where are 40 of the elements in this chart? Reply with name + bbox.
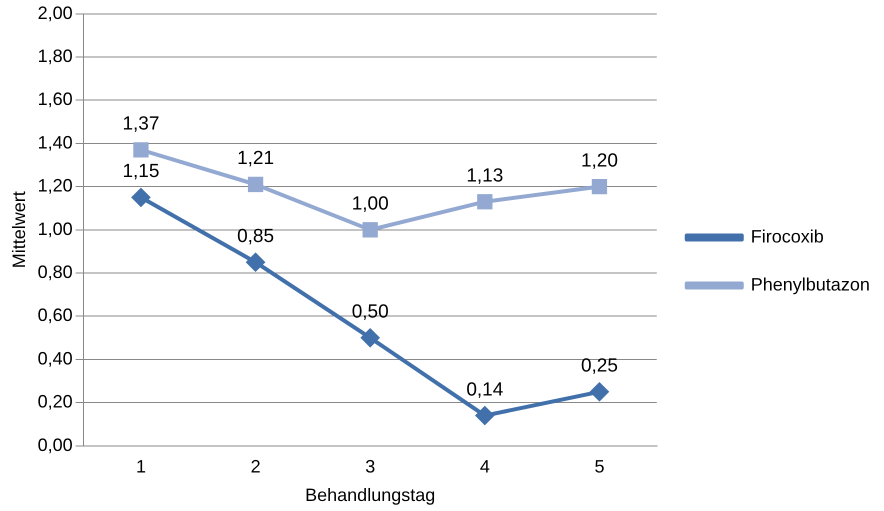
x-tick-label: 1 [136,456,146,477]
y-tick-label: 0,40 [38,348,73,368]
point [246,253,265,272]
y-axis-title: Mittelwert [8,191,29,268]
data-label: 0,85 [237,226,274,247]
point [362,222,378,238]
data-label: 0,25 [580,356,618,377]
x-tick-label: 4 [480,456,490,477]
data-label: 1,15 [122,161,160,182]
data-label: 1,00 [352,194,389,215]
legend-label: Phenylbutazon [750,274,870,294]
x-axis-title: Behandlungstag [305,485,436,506]
point [476,406,494,425]
data-label: 1,21 [237,148,274,170]
y-tick-label: 1,20 [38,176,73,196]
y-tick-label: 1,80 [38,46,73,66]
x-tick-label: 5 [594,456,604,477]
y-tick-label: 0,00 [38,434,73,455]
y-tick-label: 1,40 [38,132,73,152]
y-tick-label: 1,00 [38,218,73,239]
y-tick-label: 1,60 [38,89,73,110]
point [133,142,149,158]
point [592,178,608,194]
y-tick-label: 2,00 [38,2,73,23]
data-label: 1,20 [580,150,618,172]
y-tick-label: 0,60 [38,305,73,326]
point [590,382,608,401]
legend-label: Firocoxib [750,226,824,246]
data-label: 0,50 [352,302,389,323]
x-tick-label: 3 [365,456,376,477]
data-label: 1,13 [466,165,504,186]
y-tick-label: 0,80 [38,262,73,282]
point [477,194,492,210]
point [361,328,380,347]
data-label: 1,37 [122,114,160,135]
data-label: 0,14 [466,379,504,400]
point [248,176,264,192]
point [132,188,150,206]
x-tick-label: 2 [250,456,261,477]
y-tick-label: 0,20 [38,392,73,412]
